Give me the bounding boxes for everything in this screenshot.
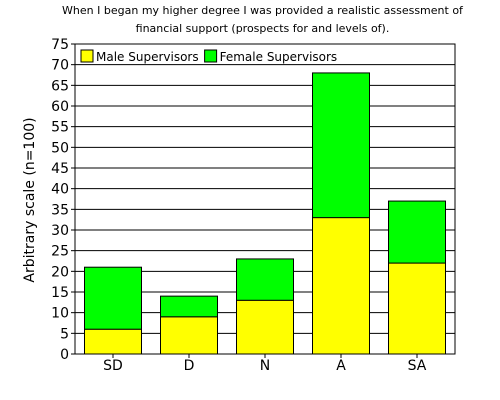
legend-swatch xyxy=(80,49,94,63)
chart-title-line-1: When I began my higher degree I was prov… xyxy=(62,4,463,17)
y-tick-label: 60 xyxy=(51,99,69,115)
y-tick-label: 40 xyxy=(51,182,69,198)
y-tick-label: 20 xyxy=(51,264,69,280)
y-tick-label: 25 xyxy=(51,244,69,260)
y-tick-label: 45 xyxy=(51,161,69,177)
y-tick-label: 65 xyxy=(51,78,69,94)
bar-segment xyxy=(160,295,218,318)
y-axis-label: Arbitrary scale (n=100) xyxy=(22,117,38,282)
legend-swatch xyxy=(204,49,218,63)
y-tick-label: 5 xyxy=(60,326,69,342)
x-tick-label: A xyxy=(336,358,346,374)
tick-labels: 0 5 10 15 20 25 30 35 40 45 50 55 60 65 70 75 SD D N A SA xyxy=(51,37,427,374)
bar-segment xyxy=(236,299,294,355)
bar-segment xyxy=(388,200,446,264)
y-tick-label: 10 xyxy=(51,306,69,322)
chart-title-line-2: financial support (prospects for and lev… xyxy=(135,22,390,35)
bar-segment xyxy=(236,258,294,301)
x-tick-label: D xyxy=(184,358,195,374)
chart-title: When I began my higher degree I was prov… xyxy=(0,2,500,38)
y-tick-label: 70 xyxy=(51,58,69,74)
x-tick-label: SD xyxy=(103,358,123,374)
y-tick-label: 0 xyxy=(60,347,69,363)
y-tick-label: 35 xyxy=(51,202,69,218)
y-tick-label: 15 xyxy=(51,285,69,301)
bar-segment xyxy=(388,262,446,355)
legend-label: Male Supervisors xyxy=(96,50,199,64)
y-tick-label: 50 xyxy=(51,140,69,156)
bar-segment xyxy=(84,328,142,355)
bar-segment xyxy=(312,72,370,219)
y-tick-label: 75 xyxy=(51,37,69,53)
legend-label: Female Supervisors xyxy=(220,50,338,64)
bar-segment xyxy=(160,316,218,355)
bar-segment xyxy=(312,217,370,355)
legend: Male Supervisors Female Supervisors xyxy=(80,49,338,64)
bars xyxy=(84,72,446,355)
bar-segment xyxy=(84,266,142,330)
y-tick-label: 30 xyxy=(51,223,69,239)
y-tick-label: 55 xyxy=(51,120,69,136)
x-tick-label: SA xyxy=(408,358,427,374)
x-tick-label: N xyxy=(260,358,270,374)
